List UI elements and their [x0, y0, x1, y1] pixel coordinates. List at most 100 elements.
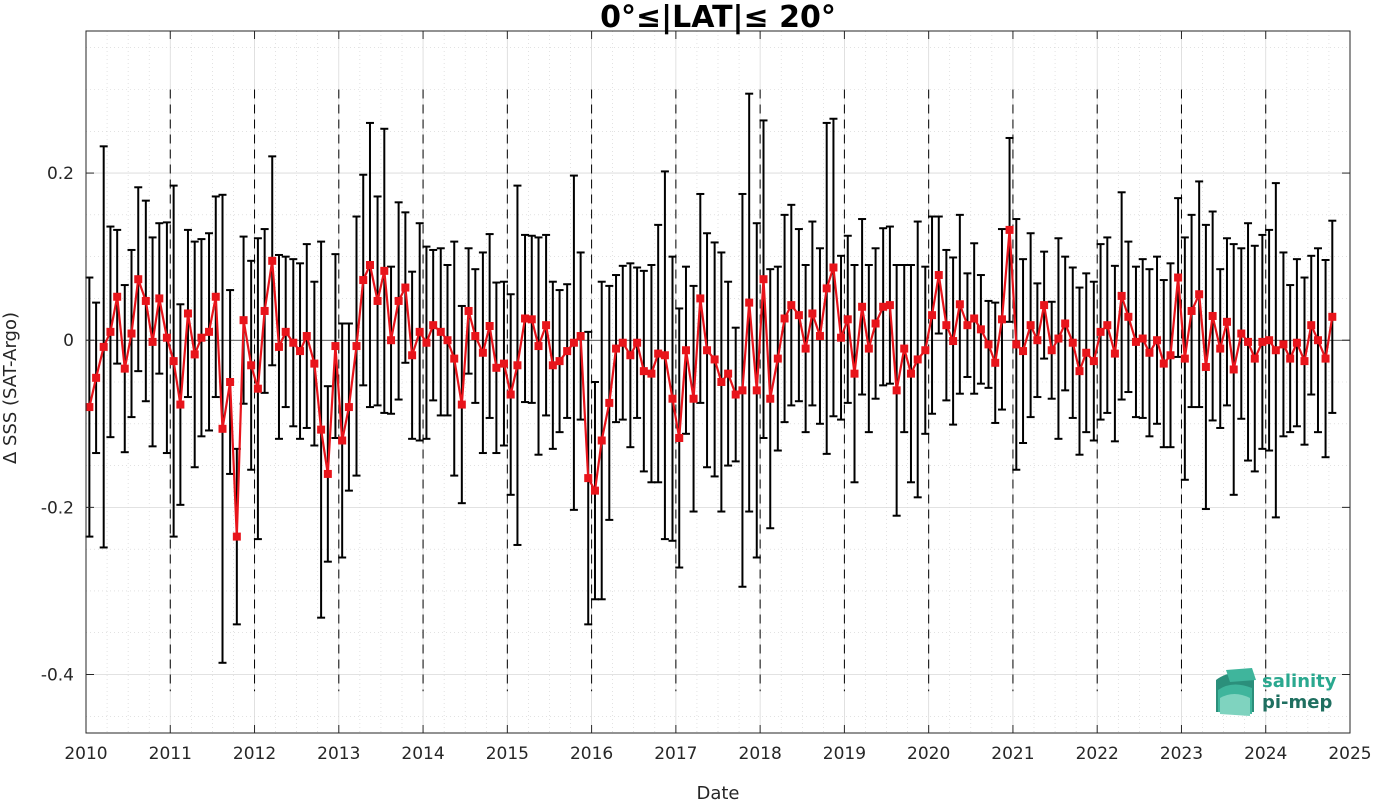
x-tick-label: 2012 — [233, 744, 276, 764]
error-bars — [85, 92, 1337, 664]
data-point-marker — [864, 344, 873, 353]
data-point-marker — [934, 271, 943, 280]
x-tick-label: 2013 — [317, 744, 360, 764]
x-tick-label: 2025 — [1328, 744, 1371, 764]
data-point-marker — [787, 301, 796, 310]
data-point-marker — [247, 361, 256, 370]
data-point-marker — [387, 336, 396, 345]
y-tick-label: 0 — [63, 331, 74, 351]
data-point-marker — [85, 403, 94, 412]
data-point-marker — [717, 378, 726, 386]
data-point-marker — [226, 378, 235, 386]
data-point-marker — [521, 314, 530, 323]
x-tick-label: 2017 — [654, 744, 697, 764]
data-point-marker — [900, 344, 909, 353]
data-point-marker — [647, 369, 656, 378]
data-point-marker — [506, 390, 515, 399]
data-point-marker — [906, 369, 915, 378]
salinity-pi-mep-logo: salinity pi-mep — [1216, 668, 1337, 716]
data-point-marker — [1033, 336, 1042, 345]
axis-ticks — [85, 31, 1351, 733]
data-point-marker — [1131, 337, 1140, 346]
data-point-marker — [323, 469, 332, 478]
data-point-marker — [976, 325, 985, 334]
data-point-marker — [232, 532, 241, 541]
data-point-marker — [141, 296, 150, 305]
data-point-marker — [205, 327, 214, 336]
data-point-marker — [745, 298, 754, 307]
data-point-marker — [443, 336, 452, 345]
series-markers — [85, 225, 1337, 541]
data-point-marker — [169, 357, 178, 366]
data-point-marker — [1286, 354, 1295, 363]
data-point-marker — [155, 294, 164, 303]
data-point-marker — [696, 294, 705, 303]
logo-waves-icon — [1216, 668, 1256, 716]
x-tick-label: 2015 — [486, 744, 529, 764]
data-point-marker — [1005, 225, 1014, 234]
data-point-marker — [310, 359, 319, 368]
data-point-marker — [239, 316, 248, 325]
data-point-marker — [871, 319, 880, 328]
data-point-marker — [569, 338, 578, 347]
data-point-marker — [302, 332, 311, 341]
data-point-marker — [605, 398, 614, 407]
data-point-marker — [408, 351, 417, 360]
data-point-marker — [1012, 340, 1021, 349]
data-point-marker — [1124, 312, 1133, 321]
data-point-marker — [183, 309, 192, 318]
data-point-marker — [415, 327, 424, 336]
data-point-marker — [1195, 290, 1204, 299]
data-point-marker — [99, 342, 108, 351]
data-point-marker — [759, 275, 768, 284]
data-point-marker — [963, 321, 972, 330]
data-point-marker — [1166, 351, 1175, 360]
x-tick-label: 2022 — [1076, 744, 1119, 764]
data-point-marker — [1117, 291, 1126, 300]
data-point-marker — [1061, 319, 1070, 328]
data-point-marker — [1075, 367, 1084, 376]
data-point-marker — [808, 309, 817, 318]
y-tick-labels: -0.4 -0.2 0 0.2 — [41, 164, 74, 685]
data-point-marker — [281, 327, 290, 336]
data-point-marker — [548, 361, 557, 370]
data-point-marker — [120, 364, 129, 373]
data-point-marker — [1237, 329, 1246, 338]
data-point-marker — [148, 337, 157, 346]
x-tick-label: 2018 — [739, 744, 782, 764]
data-point-marker — [492, 363, 501, 372]
data-point-marker — [654, 349, 663, 358]
data-point-marker — [612, 344, 621, 353]
data-point-marker — [1187, 306, 1196, 315]
data-point-marker — [1292, 338, 1301, 347]
data-point-marker — [780, 314, 789, 323]
data-point-marker — [879, 302, 888, 311]
data-point-marker — [949, 337, 958, 346]
data-point-marker — [527, 315, 536, 324]
data-point-marker — [211, 292, 220, 301]
data-point-marker — [942, 321, 951, 330]
data-point-marker — [1244, 337, 1253, 346]
data-point-marker — [633, 338, 642, 347]
data-point-marker — [317, 425, 326, 434]
data-point-marker — [1300, 357, 1309, 366]
data-point-marker — [359, 276, 368, 285]
data-point-marker — [1258, 337, 1267, 346]
data-point-marker — [563, 347, 572, 356]
series-line — [88, 229, 1334, 537]
data-point-marker — [394, 296, 403, 305]
y-axis-label: Δ SSS (SAT-Argo) — [0, 312, 21, 464]
data-point-marker — [478, 348, 487, 357]
data-point-marker — [618, 338, 627, 347]
data-point-marker — [626, 351, 635, 360]
data-point-marker — [766, 394, 775, 403]
data-point-marker — [1321, 354, 1330, 363]
data-point-marker — [1138, 334, 1147, 343]
data-point-marker — [1216, 344, 1225, 353]
data-point-marker — [1313, 336, 1322, 345]
data-point-marker — [1019, 347, 1028, 356]
data-point-marker — [858, 302, 867, 311]
data-point-marker — [921, 346, 930, 355]
data-point-marker — [1265, 336, 1274, 345]
data-point-marker — [681, 346, 690, 355]
